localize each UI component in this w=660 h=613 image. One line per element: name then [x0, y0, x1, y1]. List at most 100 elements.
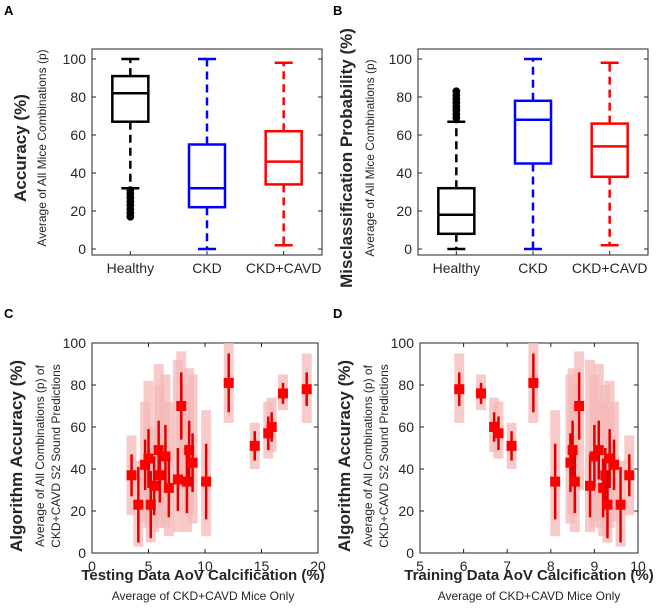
plot-a: 0 20 40 60 80 100 Healthy CKD CKD+CAVD [63, 48, 323, 276]
c-point-16-marker [223, 377, 234, 388]
c-point-12-marker [181, 476, 192, 487]
c-point-15-marker [201, 476, 212, 487]
d-point-2-marker [489, 422, 500, 432]
d-ytick-label-1: 20 [398, 503, 414, 519]
a-box-ckd-cavd [264, 129, 303, 186]
c-point-17-marker [249, 440, 260, 451]
b-xtick-label-healthy: Healthy [433, 260, 480, 276]
a-ytick-label-3: 60 [70, 127, 86, 143]
panel-c: C Algorithm Accuracy (%) Average of All … [4, 306, 326, 603]
d-point-3-marker [493, 428, 504, 439]
b-ytick-label-1: 20 [396, 203, 412, 219]
d-point-14-marker [598, 482, 609, 493]
panel-letter-a: A [4, 3, 14, 18]
d-point-5-marker [528, 377, 539, 388]
d-xtick-label-5: 10 [630, 558, 646, 574]
d-point-19-marker [615, 499, 626, 510]
c-ytick-label-1: 20 [70, 503, 86, 519]
a-box-ckd [187, 143, 227, 209]
a-ytick-label-1: 20 [70, 203, 86, 219]
panel-d-xlabel-sub: Average of CKD+CAVD Mice Only [438, 589, 621, 603]
b-xtick-label-ckd-cavd: CKD+CAVD [572, 260, 648, 276]
d-point-13-marker [593, 445, 604, 456]
b-box-ckd-cavd [590, 122, 629, 179]
d-xtick-label-4: 9 [591, 558, 599, 574]
c-point-2-marker [140, 459, 151, 470]
d-ytick-label-4: 80 [398, 377, 414, 393]
c-xtick-label-3: 15 [254, 558, 270, 574]
d-xtick-label-3: 8 [547, 558, 555, 574]
d-point-11-marker [585, 480, 596, 491]
panel-a-ylabel-sub: Average of All Mice Combinations (p) [35, 49, 49, 246]
b-box-healthy [437, 186, 476, 236]
b-ytick-label-5: 100 [389, 51, 413, 67]
panel-d-xlabel: Training Data AoV Calcification (%) [404, 567, 653, 584]
b-ytick-label-3: 60 [396, 127, 412, 143]
d-point-1-marker [476, 388, 487, 399]
c-xtick-label-2: 10 [197, 558, 213, 574]
c-point-19-marker [266, 422, 277, 432]
d-point-9-marker [569, 476, 580, 487]
d-ytick-label-5: 100 [391, 335, 415, 351]
d-ytick-label-3: 60 [398, 419, 414, 435]
panel-letter-d: D [333, 306, 342, 321]
a-ytick-label-2: 40 [70, 165, 86, 181]
b-xtick-label-ckd: CKD [518, 260, 548, 276]
c-point-10-marker [172, 474, 183, 485]
c-point-7-marker [154, 470, 165, 481]
panel-b-ylabel-sub: Average of All Mice Combinations (p) [363, 59, 377, 256]
panel-b: B Misclassification Probability (%) Aver… [333, 3, 649, 288]
a-box-healthy-outlier-7 [126, 212, 135, 221]
d-point-17-marker [604, 453, 615, 464]
a-xtick-label-ckd: CKD [192, 260, 222, 276]
c-point-5-marker [149, 480, 160, 491]
panel-letter-c: C [4, 306, 14, 321]
d-point-12-marker [589, 451, 600, 462]
a-ytick-label-5: 100 [63, 51, 87, 67]
d-ytick-label-0: 0 [406, 545, 414, 561]
c-point-8-marker [160, 451, 171, 462]
c-ytick-label-3: 60 [70, 419, 86, 435]
c-xtick-label-0: 0 [88, 558, 96, 574]
plot-d: 0 20 40 60 80 100 5 6 7 8 9 10 [391, 335, 646, 574]
d-xtick-label-1: 6 [460, 558, 468, 574]
panel-c-xlabel: Testing Data AoV Calcification (%) [81, 567, 324, 584]
c-ytick-label-4: 80 [70, 377, 86, 393]
d-xtick-label-2: 7 [503, 558, 511, 574]
c-point-11-marker [176, 401, 187, 411]
c-xtick-label-1: 5 [145, 558, 153, 574]
panel-letter-b: B [333, 3, 342, 18]
a-box-healthy [111, 74, 150, 123]
d-point-4-marker [506, 440, 517, 451]
c-point-13-marker [184, 445, 195, 456]
d-point-0-marker [454, 384, 465, 395]
c-xtick-label-4: 20 [310, 558, 326, 574]
panel-a-ylabel: Accuracy (%) [11, 94, 30, 202]
c-ytick-label-5: 100 [63, 335, 87, 351]
b-box-ckd [513, 99, 553, 165]
c-point-20-marker [277, 388, 288, 399]
a-xtick-label-ckd-cavd: CKD+CAVD [246, 260, 322, 276]
d-point-7-marker [565, 457, 576, 468]
d-point-18-marker [609, 459, 620, 470]
panel-a: A Accuracy (%) Average of All Mice Combi… [4, 3, 323, 276]
d-point-8-marker [567, 445, 578, 456]
panel-c-ylabel: Algorithm Accuracy (%) [7, 360, 26, 552]
panel-d-ylabel-sub1: Average of All Combinations (p) of [361, 364, 375, 547]
panel-c-ylabel-sub2: CKD+CAVD S2 Sound Predictions [49, 364, 63, 548]
c-ytick-label-0: 0 [78, 545, 86, 561]
c-ytick-label-2: 40 [70, 461, 86, 477]
c-point-0-marker [126, 470, 137, 481]
b-ytick-label-2: 40 [396, 165, 412, 181]
d-point-10-marker [574, 401, 585, 411]
d-xtick-label-0: 5 [416, 558, 424, 574]
panel-c-ylabel-sub1: Average of All Combinations (p) of [33, 364, 47, 547]
c-point-21-marker [301, 384, 312, 395]
panel-d-ylabel: Algorithm Accuracy (%) [335, 360, 354, 552]
c-point-9-marker [163, 482, 174, 493]
c-point-1-marker [133, 499, 144, 510]
a-ytick-label-4: 80 [70, 89, 86, 105]
panel-d: D Algorithm Accuracy (%) Average of All … [333, 306, 654, 603]
